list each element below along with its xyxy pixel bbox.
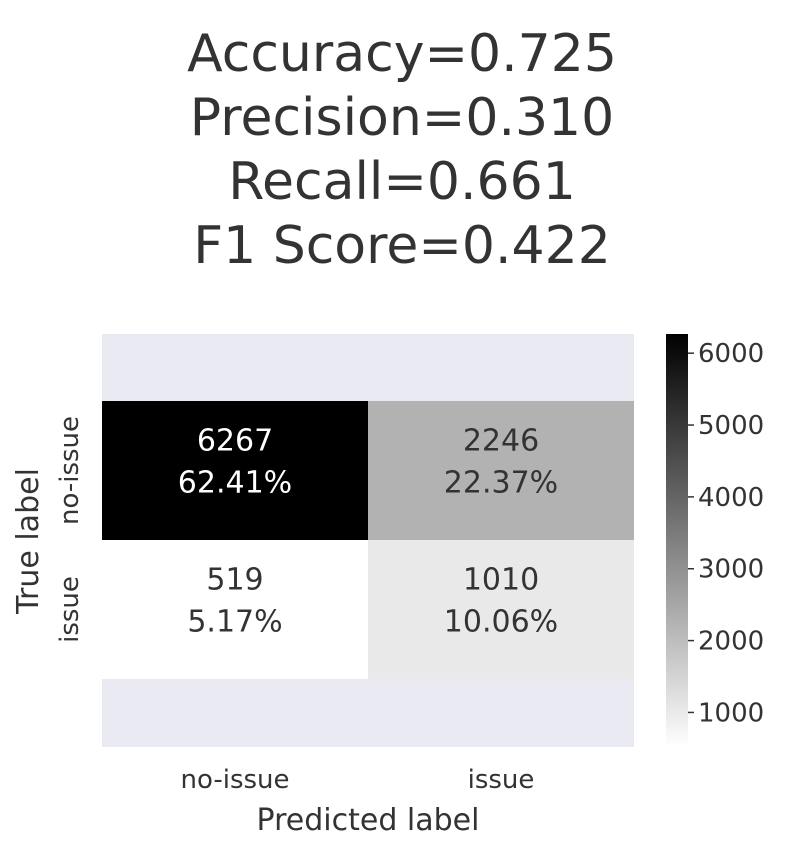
- precision-title-line: Precision=0.310: [189, 88, 615, 148]
- cell-count-label: 6267: [197, 424, 273, 459]
- x-tick-label-no-issue: no-issue: [180, 765, 289, 795]
- cell-count-label: 2246: [463, 424, 539, 459]
- y-axis-label: True label: [11, 468, 46, 615]
- recall-title-line: Recall=0.661: [228, 152, 576, 212]
- heatmap-cell-no-issue-issue: [368, 401, 634, 540]
- x-axis-label: Predicted label: [257, 803, 480, 838]
- chart-title: Accuracy=0.725 Precision=0.310 Recall=0.…: [0, 22, 804, 278]
- cell-percent-label: 62.41%: [178, 466, 292, 501]
- cell-count-label: 1010: [463, 563, 539, 598]
- y-tick-label-issue: issue: [55, 576, 85, 643]
- colorbar-tick-label: 3000: [698, 555, 764, 585]
- x-tick-label-issue: issue: [468, 765, 535, 795]
- accuracy-title-line: Accuracy=0.725: [187, 24, 617, 84]
- colorbar-tick-label: 1000: [698, 698, 764, 728]
- colorbar-tick-label: 5000: [698, 411, 764, 441]
- colorbar: [666, 334, 688, 747]
- cell-percent-label: 22.37%: [444, 466, 558, 501]
- cell-percent-label: 10.06%: [444, 605, 558, 640]
- colorbar-tick-label: 2000: [698, 627, 764, 657]
- y-tick-label-no-issue: no-issue: [55, 416, 85, 525]
- colorbar-tick-label: 4000: [698, 483, 764, 513]
- cell-percent-label: 5.17%: [187, 605, 282, 640]
- colorbar-tick-label: 6000: [698, 339, 764, 369]
- cell-count-label: 519: [206, 563, 263, 598]
- heatmap-cell-issue-no-issue: [102, 540, 368, 679]
- heatmap-cell-no-issue-no-issue: [102, 401, 368, 540]
- heatmap-cell-issue-issue: [368, 540, 634, 679]
- f1-title-line: F1 Score=0.422: [193, 216, 611, 276]
